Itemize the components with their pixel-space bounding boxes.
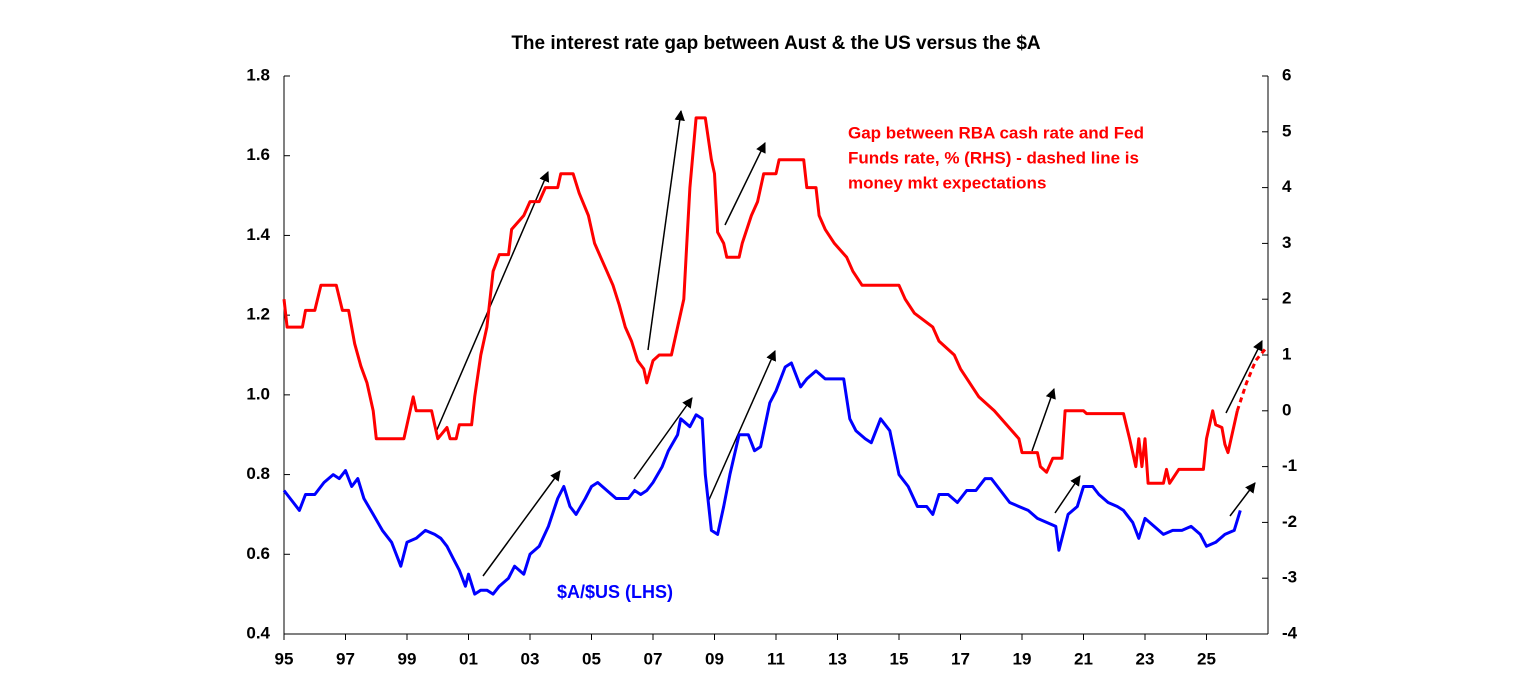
y-tick-label: 0.8 bbox=[246, 464, 270, 483]
line-series bbox=[282, 361, 1242, 596]
y2-tick-label: 2 bbox=[1282, 289, 1291, 308]
x-tick-label: 01 bbox=[459, 649, 478, 668]
x-tick-label: 15 bbox=[890, 649, 909, 668]
y-tick-label: 1.0 bbox=[246, 384, 270, 403]
x-tick-label: 09 bbox=[705, 649, 724, 668]
annotation: $A/$US (LHS) bbox=[557, 582, 673, 602]
x-tick-label: 25 bbox=[1197, 649, 1216, 668]
x-tick-label: 03 bbox=[521, 649, 540, 668]
y-tick-label: 1.6 bbox=[246, 145, 270, 164]
x-tick-label: 21 bbox=[1074, 649, 1093, 668]
arrows bbox=[435, 109, 1263, 577]
x-tick-label: 05 bbox=[582, 649, 601, 668]
annotation: money mkt expectations bbox=[848, 173, 1046, 192]
y-tick-label: 1.2 bbox=[246, 305, 270, 324]
y2-tick-label: 0 bbox=[1282, 400, 1291, 419]
chart-title: The interest rate gap between Aust & the… bbox=[511, 33, 1041, 54]
y2-tick-label: 1 bbox=[1282, 344, 1291, 363]
x-tick-label: 07 bbox=[644, 649, 663, 668]
y2-tick-label: -2 bbox=[1282, 512, 1297, 531]
y2-tick-label: 3 bbox=[1282, 233, 1291, 252]
x-tick-label: 13 bbox=[828, 649, 847, 668]
y-tick-label: 1.8 bbox=[246, 65, 270, 84]
x-tick-label: 95 bbox=[275, 649, 294, 668]
x-tick-label: 11 bbox=[767, 649, 785, 668]
y2-tick-label: -1 bbox=[1282, 456, 1297, 475]
x-tick-label: 17 bbox=[951, 649, 970, 668]
y-tick-label: 0.4 bbox=[246, 623, 270, 642]
y2-tick-label: 6 bbox=[1282, 65, 1291, 84]
annotation: Gap between RBA cash rate and Fed bbox=[848, 123, 1144, 142]
y2-tick-label: -4 bbox=[1282, 623, 1298, 642]
y-tick-label: 1.4 bbox=[246, 225, 270, 244]
line-series bbox=[282, 116, 1239, 485]
y-tick-label: 0.6 bbox=[246, 544, 270, 563]
x-tick-label: 23 bbox=[1136, 649, 1155, 668]
line-series bbox=[1235, 348, 1267, 412]
x-tick-label: 19 bbox=[1013, 649, 1032, 668]
y2-tick-label: 5 bbox=[1282, 121, 1291, 140]
x-tick-label: 99 bbox=[398, 649, 417, 668]
x-tick-label: 97 bbox=[336, 649, 355, 668]
y2-tick-label: -3 bbox=[1282, 568, 1297, 587]
y2-tick-label: 4 bbox=[1282, 177, 1292, 196]
annotation: Funds rate, % (RHS) - dashed line is bbox=[848, 148, 1139, 167]
